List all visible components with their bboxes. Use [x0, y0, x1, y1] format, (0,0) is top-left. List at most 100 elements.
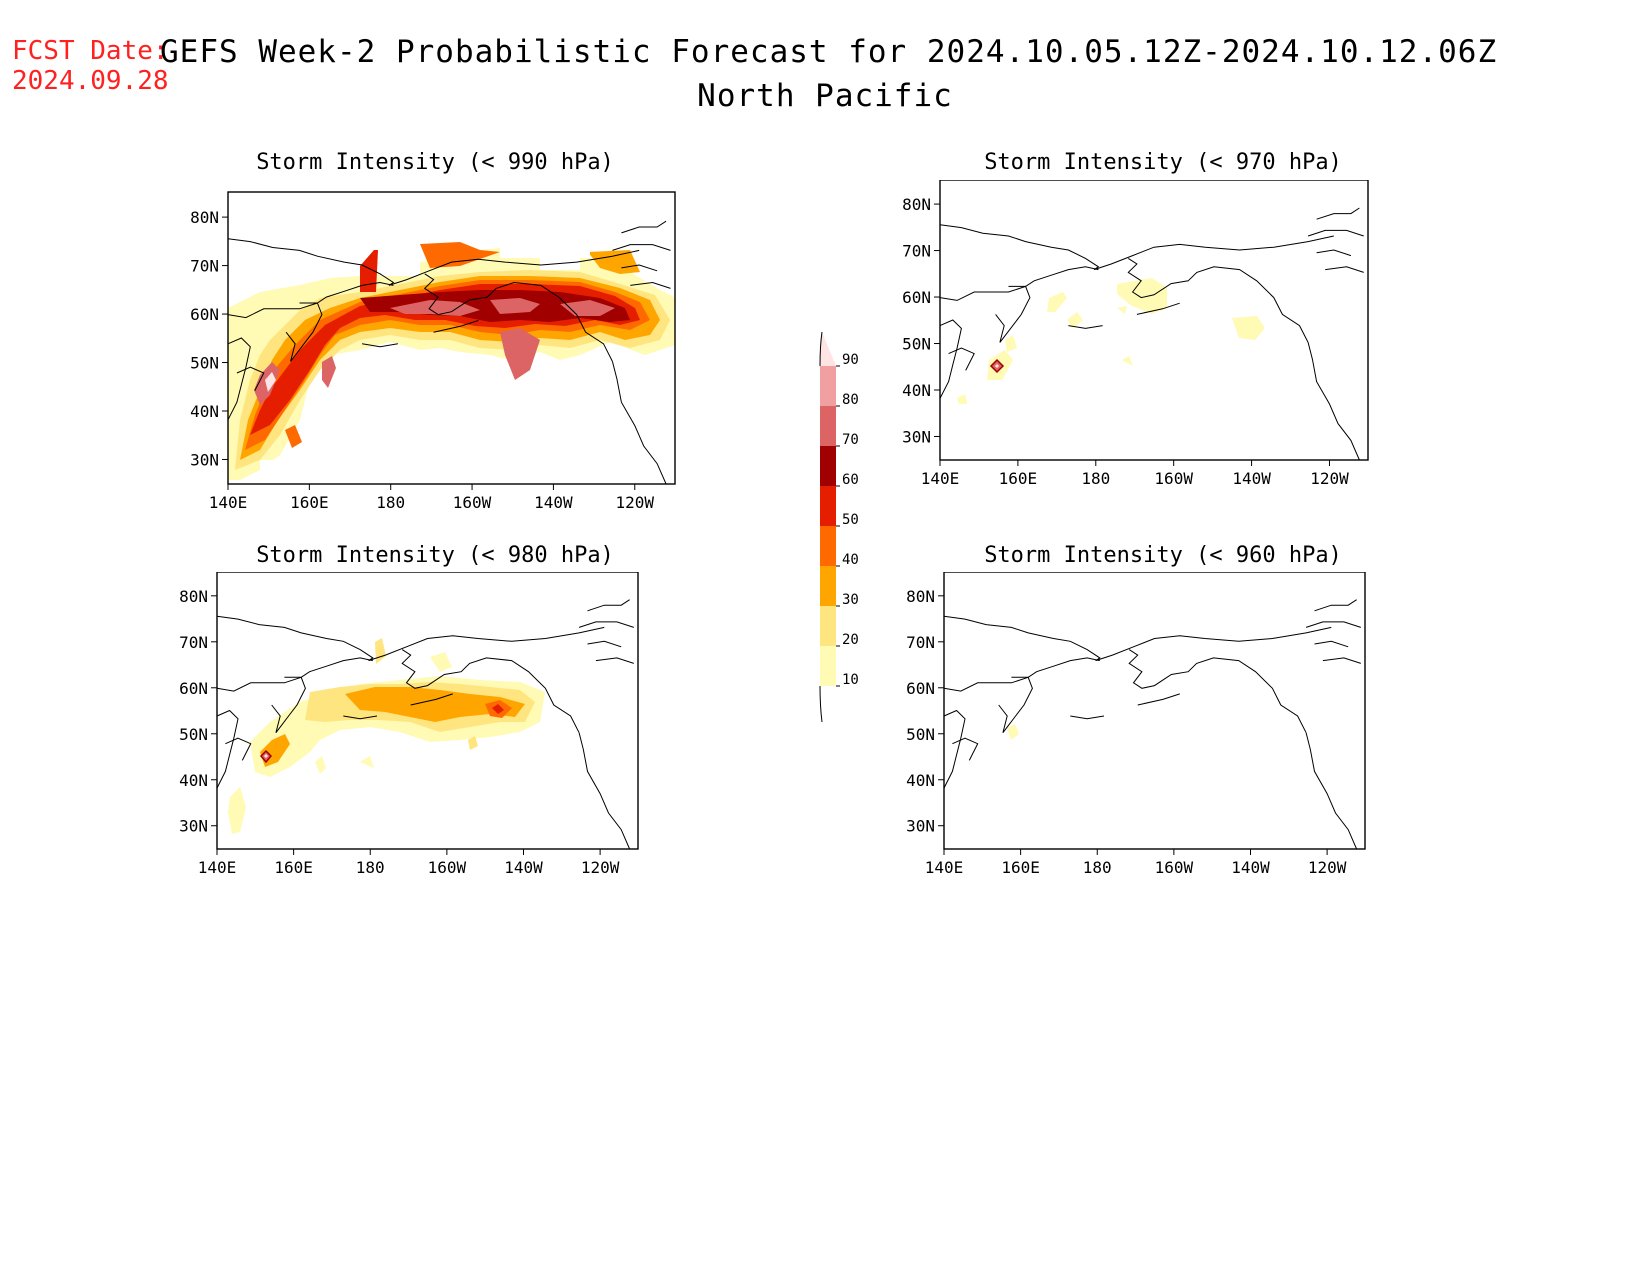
coastline-segment — [611, 361, 667, 485]
lat-tick-label: 70N — [190, 257, 219, 276]
panel-title-980: Storm Intensity (< 980 hPa) — [256, 543, 614, 568]
lon-tick-label: 160W — [453, 493, 492, 510]
colorbar-swatch — [820, 446, 836, 486]
lon-tick-label: 180 — [1083, 858, 1112, 877]
colorbar: 10 20 30 40 50 60 70 80 90 — [819, 331, 859, 723]
lat-tick-label: 70N — [179, 633, 208, 652]
lat-tick-label: 50N — [190, 354, 219, 373]
colorbar-swatch — [820, 606, 836, 646]
coastline-segment — [1305, 621, 1361, 628]
lon-tick-label: 180 — [1081, 469, 1110, 488]
forecast-date: FCST Date: 2024.09.28 — [12, 36, 169, 96]
lon-tick-label: 140E — [925, 858, 964, 877]
lon-tick-label: 160W — [1155, 858, 1194, 877]
lat-tick-label: 80N — [906, 587, 935, 606]
coastline-segment — [995, 285, 1031, 343]
lat-tick-label: 40N — [906, 771, 935, 790]
coastline-segment — [1322, 657, 1361, 664]
colorbar-swatch — [820, 566, 836, 606]
coastline-segment — [1137, 693, 1180, 706]
coastline-segment — [998, 676, 1033, 734]
coastline-segment — [952, 737, 979, 761]
coastline-segment — [401, 649, 580, 733]
coastline-segment — [587, 640, 622, 648]
colorbar-level-label: 10 — [842, 672, 859, 688]
coastline-segment — [271, 676, 306, 734]
lon-tick-label: 140E — [209, 493, 248, 510]
panel-title-960: Storm Intensity (< 960 hPa) — [984, 543, 1342, 568]
coastline-segment — [433, 320, 479, 333]
lat-tick-label: 30N — [906, 817, 935, 836]
coastline-segment — [621, 220, 667, 234]
lon-tick-label: 180 — [356, 858, 385, 877]
map-panel-970: 80N 70N 60N 50N 40N 30N 140E 160E 180 160W 140W 120… — [887, 180, 1427, 510]
panel-title-990: Storm Intensity (< 990 hPa) — [256, 150, 614, 175]
coastline-segment — [285, 302, 323, 362]
coastline-segment — [1314, 640, 1349, 648]
map-panel-990: 80N 70N 60N 50N 40N 30N 140E 160E 180 160W 140W 120… — [160, 180, 700, 510]
title-line-1: GEFS Week-2 Probabilistic Forecast for 2… — [160, 34, 1498, 70]
coastline-segment — [1316, 207, 1360, 220]
colorbar-level-label: 60 — [842, 472, 859, 488]
coastline-segment — [410, 693, 453, 706]
coastline-segment — [236, 366, 265, 391]
lon-tick-label: 160W — [1154, 469, 1193, 488]
lat-tick-label: 50N — [179, 725, 208, 744]
lon-tick-label: 140W — [534, 493, 573, 510]
colorbar-swatch — [820, 526, 836, 566]
title-line-2: North Pacific — [697, 78, 953, 114]
lat-tick-label: 60N — [190, 305, 219, 324]
coastline-segment — [1314, 599, 1357, 612]
colorbar-swatch — [820, 646, 836, 686]
coastline-segment — [1316, 249, 1352, 257]
colorbar-level-label: 70 — [842, 432, 859, 448]
forecast-date-label: FCST Date: — [12, 36, 169, 66]
lon-tick-label: 140W — [504, 858, 543, 877]
lat-tick-label: 30N — [179, 817, 208, 836]
lon-tick-label: 120W — [581, 858, 620, 877]
coastline-segment — [227, 337, 251, 421]
coastline-segment — [578, 621, 634, 628]
coastline-segment — [939, 319, 962, 399]
lon-tick-label: 140W — [1232, 469, 1271, 488]
lon-tick-label: 160E — [999, 469, 1038, 488]
coastline-segment — [612, 244, 671, 251]
colorbar-level-label: 80 — [842, 392, 859, 408]
coastline-segment — [1136, 302, 1180, 315]
colorbar-swatch — [820, 366, 836, 406]
lon-tick-label: 160E — [1001, 858, 1040, 877]
colorbar-bottom-cap — [819, 685, 823, 723]
coastline-segment — [621, 264, 658, 272]
coastline-segment — [630, 281, 671, 289]
coastline-segment — [578, 732, 631, 850]
map-panel-980: 80N 70N 60N 50N 40N 30N 140E 160E 180 160W 140W 120… — [160, 572, 700, 902]
lon-tick-label: 140E — [198, 858, 237, 877]
lat-tick-label: 60N — [906, 679, 935, 698]
coastline-segment — [225, 737, 252, 761]
colorbar-level-label: 30 — [842, 592, 859, 608]
lon-tick-label: 120W — [1308, 858, 1347, 877]
lat-tick-label: 60N — [179, 679, 208, 698]
forecast-date-value: 2024.09.28 — [12, 66, 169, 96]
lat-tick-label: 50N — [902, 335, 931, 354]
lon-tick-label: 160W — [428, 858, 467, 877]
coastline-segment — [1325, 266, 1364, 273]
coastline-segment — [216, 615, 605, 662]
page-title: GEFS Week-2 Probabilistic Forecast for 2… — [160, 30, 1498, 118]
map-panel-960: 80N 70N 60N 50N 40N 30N 140E 160E 180 160W 140W 120… — [887, 572, 1427, 902]
coastline-segment — [1127, 257, 1309, 343]
lat-tick-label: 80N — [190, 208, 219, 227]
lat-tick-label: 80N — [902, 195, 931, 214]
lon-tick-label: 120W — [616, 493, 655, 510]
coastline-segment — [362, 343, 398, 348]
coastline-segment — [1068, 325, 1103, 329]
coastline-segment — [587, 599, 630, 612]
lat-tick-label: 70N — [902, 242, 931, 261]
lat-tick-label: 40N — [190, 402, 219, 421]
coastline-segment — [939, 224, 1334, 271]
coastline-segment — [948, 347, 975, 371]
lon-tick-label: 120W — [1310, 469, 1349, 488]
coastline-segment — [227, 238, 640, 286]
lat-tick-label: 70N — [906, 633, 935, 652]
coastline-segment — [343, 715, 378, 720]
